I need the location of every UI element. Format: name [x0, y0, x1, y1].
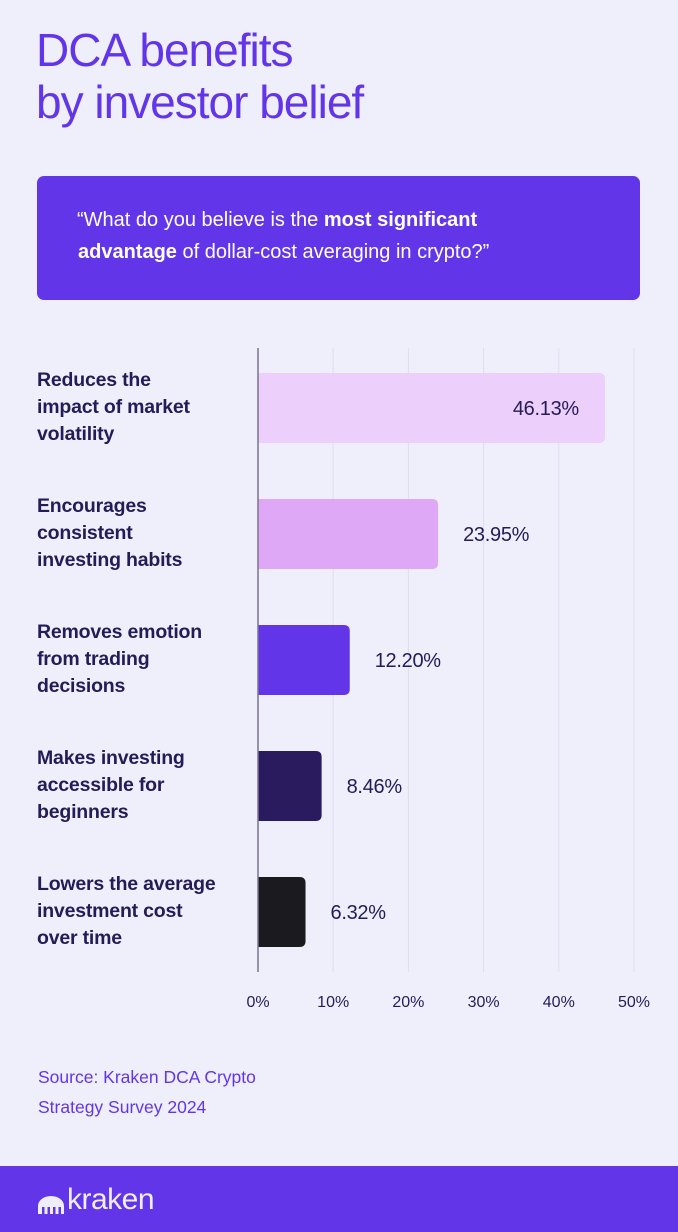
category-label: Removes emotion from trading decisions — [37, 619, 247, 700]
bar-chart: 46.13% 23.95% 12.20% 8.46% 6.32% 0% 10% 20% 30% 4… — [37, 348, 650, 1011]
question-line-2: advantage of dollar-cost averaging in cr… — [77, 236, 600, 268]
category-label-line: accessible for — [37, 774, 165, 796]
footer-bar — [0, 1166, 678, 1232]
category-label-line: investment cost — [37, 900, 183, 922]
source-line-2: Strategy Survey 2024 — [38, 1097, 207, 1117]
x-tick-label: 20% — [392, 994, 424, 1011]
question-line-1: “What do you believe is the most signifi… — [77, 204, 600, 236]
bar — [258, 877, 306, 947]
survey-question-box: “What do you believe is the most signifi… — [37, 176, 640, 300]
category-label-line: Removes emotion — [37, 621, 202, 643]
category-label: Reduces the impact of market volatility — [37, 367, 247, 448]
source-line-1: Source: Kraken DCA Crypto — [38, 1067, 256, 1087]
category-label-line: Reduces the — [37, 369, 151, 391]
kraken-logo-text: kraken — [67, 1183, 155, 1216]
category-label-line: volatility — [37, 423, 115, 445]
category-label-line: Lowers the average — [37, 873, 216, 895]
category-label-line: Makes investing — [37, 747, 185, 769]
question-text-2: of dollar-cost averaging in crypto?” — [176, 241, 490, 263]
chart-svg: 46.13% 23.95% 12.20% 8.46% 6.32% 0% 10% 20% 30% 4… — [246, 348, 650, 1011]
category-label-line: beginners — [37, 801, 129, 823]
x-tick-label: 50% — [618, 994, 650, 1011]
category-label: Encourages consistent investing habits — [37, 493, 247, 574]
category-label: Lowers the average investment cost over ti… — [37, 871, 247, 952]
kraken-logo-icon — [38, 1196, 64, 1214]
x-tick-label: 30% — [468, 994, 500, 1011]
title-line-2: by investor belief — [36, 76, 364, 128]
category-label-line: investing habits — [37, 549, 183, 571]
open-quote: “ — [77, 209, 84, 231]
page-title: DCA benefits by investor belief — [36, 24, 364, 128]
question-bold-1: most significant — [323, 209, 478, 231]
category-label-line: from trading — [37, 648, 150, 670]
bar-value-label: 8.46% — [347, 776, 403, 798]
bar — [258, 373, 605, 443]
bar-value-label: 23.95% — [463, 524, 530, 546]
question-text-1: What do you believe is the — [83, 209, 324, 231]
category-label-line: consistent — [37, 522, 133, 544]
category-label: Makes investing accessible for beginners — [37, 745, 247, 826]
category-label-line: over time — [37, 927, 122, 949]
bar — [258, 499, 439, 569]
category-label-line: impact of market — [37, 396, 190, 418]
kraken-logo[interactable]: kraken — [37, 1183, 155, 1216]
question-bold-2: advantage — [78, 241, 177, 263]
category-label-line: decisions — [37, 675, 126, 697]
source-note: Source: Kraken DCA Crypto Strategy Surve… — [38, 1062, 256, 1122]
x-tick-label: 40% — [543, 994, 575, 1011]
x-tick-label: 0% — [246, 994, 269, 1011]
bar — [258, 625, 350, 695]
bar-value-label: 46.13% — [513, 398, 580, 420]
bar-value-label: 6.32% — [331, 902, 387, 924]
title-line-1: DCA benefits — [36, 24, 293, 76]
x-tick-label: 10% — [317, 994, 349, 1011]
bar — [258, 751, 322, 821]
bar-value-label: 12.20% — [375, 650, 442, 672]
category-label-line: Encourages — [37, 495, 147, 517]
